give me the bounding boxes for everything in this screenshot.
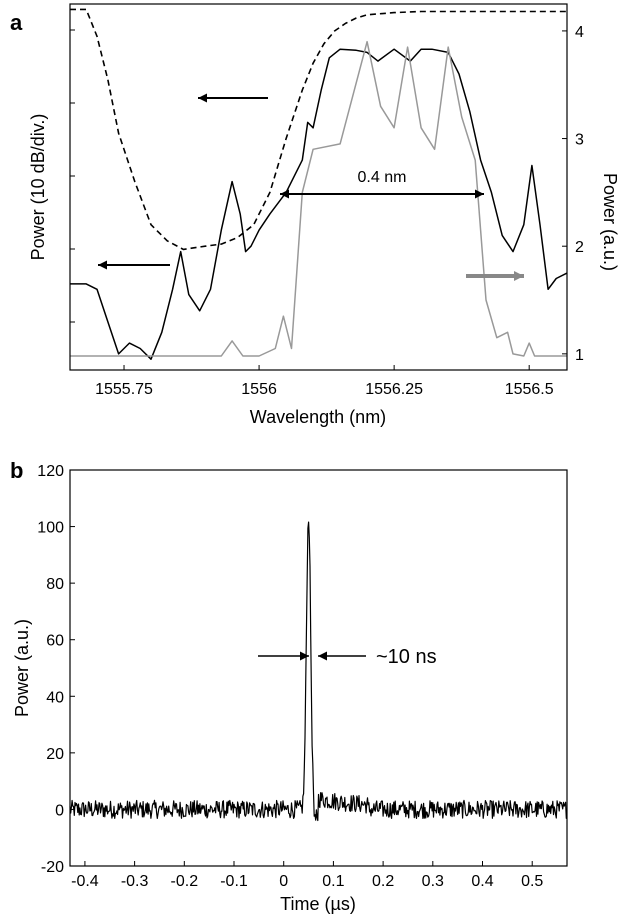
panel-b-plot-frame (69, 469, 568, 867)
panel-a-series-2 (70, 48, 568, 360)
panel-b-x-tick-label: 0.1 (322, 873, 344, 890)
panel-b-y-tick-label: 80 (46, 576, 64, 593)
panel-b-y-tick-label: 100 (37, 520, 64, 537)
bandwidth-annotation: 0.4 nm (358, 169, 407, 186)
panel-b-y-axis-label: Power (a.u.) (12, 619, 32, 717)
panel-a-label: a (10, 10, 23, 35)
panel-a-x-tick-label: 1556.5 (505, 381, 554, 398)
panel-a-plot-frame (69, 3, 568, 371)
panel-b-x-tick-label: -0.3 (121, 873, 149, 890)
panel-a-right-tick-label: 1 (575, 347, 584, 364)
panel-a-left-ticks (70, 29, 75, 323)
panel-b-series-1 (69, 521, 568, 822)
panel-b-x-tick-label: 0.2 (372, 873, 394, 890)
panel-a-series-3 (70, 40, 567, 357)
panel-b-y-tick-label: 20 (46, 746, 64, 763)
panel-b-label: b (10, 458, 23, 483)
panel-a-right-tick-label: 4 (575, 24, 584, 41)
panel-b-y-tick-label: 0 (55, 802, 64, 819)
panel-b: b ~10 ns -20 0 20 40 60 80 100 120 -0.4 -0.3 -0.2… (10, 458, 568, 914)
panel-b-x-tick-label: -0.4 (71, 873, 99, 890)
panel-b-y-tick-label: 40 (46, 689, 64, 706)
panel-b-x-tick-label: -0.2 (171, 873, 199, 890)
panel-b-series (69, 521, 568, 822)
panel-b-y-tick-label: -20 (41, 859, 64, 876)
panel-b-x-tick-label: 0.3 (422, 873, 444, 890)
panel-a-right-axis-label: Power (a.u.) (600, 173, 620, 271)
panel-a-right-ticks: 1 2 3 4 (562, 24, 584, 364)
panel-b-x-tick-label: 0.4 (471, 873, 493, 890)
panel-a-x-axis-label: Wavelength (nm) (250, 407, 386, 427)
panel-b-x-axis-label: Time (µs) (280, 894, 356, 914)
panel-a: a 0.4 nm 1 2 3 4 1555.75 1556 1556.25 1556.5 W… (10, 3, 620, 427)
panel-a-x-tick-label: 1555.75 (95, 381, 153, 398)
panel-b-y-ticks: -20 0 20 40 60 80 100 120 (37, 463, 75, 876)
panel-b-x-tick-label: 0 (279, 873, 288, 890)
panel-b-x-ticks: -0.4 -0.3 -0.2 -0.1 0 0.1 0.2 0.3 0.4 0.5 (71, 861, 543, 890)
panel-a-right-tick-label: 2 (575, 239, 584, 256)
panel-a-x-ticks: 1555.75 1556 1556.25 1556.5 (95, 365, 554, 398)
panel-a-series-1 (70, 8, 567, 251)
fwhm-annotation: ~10 ns (376, 646, 437, 668)
panel-b-x-tick-label: 0.5 (521, 873, 543, 890)
panel-a-left-axis-label: Power (10 dB/div.) (28, 114, 48, 261)
panel-b-y-tick-label: 120 (37, 463, 64, 480)
panel-a-right-tick-label: 3 (575, 132, 584, 149)
panel-a-x-tick-label: 1556 (241, 381, 277, 398)
panel-a-x-tick-label: 1556.25 (365, 381, 423, 398)
panel-b-y-tick-label: 60 (46, 633, 64, 650)
panel-b-x-tick-label: -0.1 (220, 873, 248, 890)
panel-a-series (70, 8, 568, 360)
